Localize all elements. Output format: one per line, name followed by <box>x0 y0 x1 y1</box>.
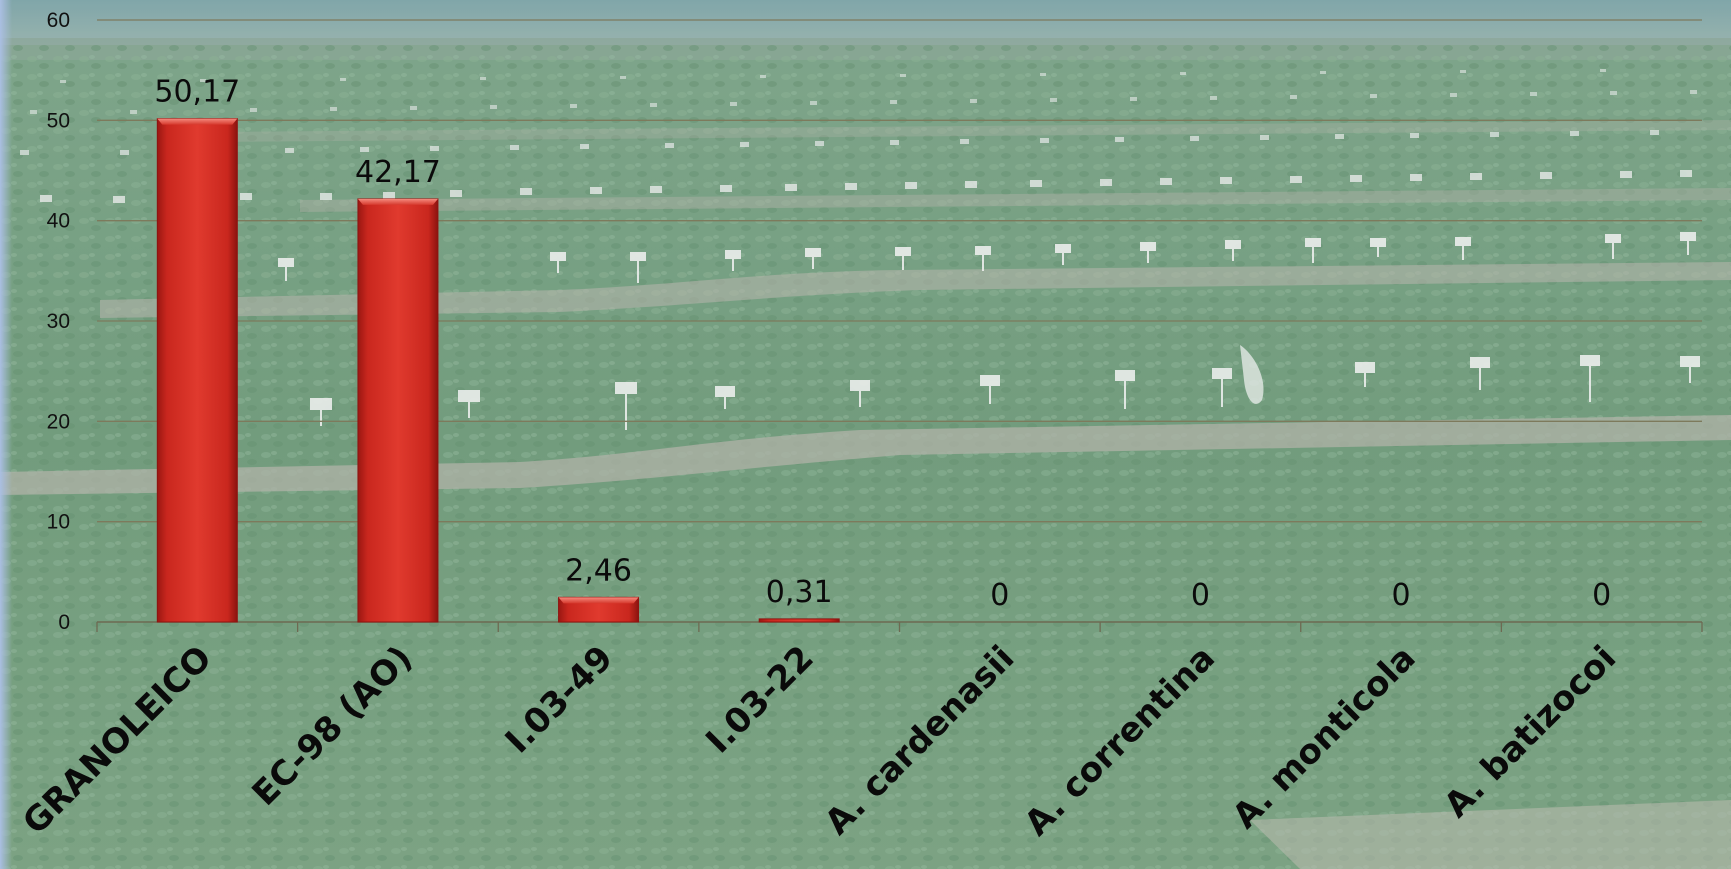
data-label: 2,46 <box>565 553 632 588</box>
x-axis <box>96 621 1703 632</box>
y-tick-label: 30 <box>47 310 70 333</box>
gridlines <box>97 19 1702 523</box>
data-label: 0 <box>990 578 1009 613</box>
category-label: GRANOLEICO <box>15 638 219 842</box>
data-label: 50,17 <box>154 75 240 110</box>
data-label: 0 <box>1191 578 1210 613</box>
data-labels: 50,17 42,17 2,46 0,31 0 0 0 0 <box>154 75 1611 613</box>
data-label: 42,17 <box>355 155 441 190</box>
y-tick-label: 20 <box>47 410 70 433</box>
bar-1 <box>357 198 439 623</box>
category-label: A. cardenasii <box>817 638 1022 843</box>
category-label: A. correntina <box>1017 638 1223 844</box>
data-label: 0 <box>1592 578 1611 613</box>
y-tick-label: 60 <box>47 9 70 32</box>
category-label: I.03-22 <box>698 638 821 761</box>
y-tick-label: 10 <box>47 511 70 534</box>
bar-0 <box>156 118 238 623</box>
category-labels: GRANOLEICO EC-98 (AO) I.03-49 I.03-22A. car… <box>15 638 1624 844</box>
y-axis-tick-labels: 0 10 20 30 40 50 60 <box>47 9 70 634</box>
bar-2 <box>558 596 640 623</box>
bars <box>156 118 840 623</box>
category-label: A. batizocoi <box>1437 638 1625 826</box>
category-label: EC-98 (AO) <box>245 638 421 814</box>
y-tick-label: 40 <box>47 210 70 233</box>
bar-3 <box>758 618 840 623</box>
y-tick-label: 0 <box>58 611 70 634</box>
category-label: I.03-49 <box>498 638 621 761</box>
data-label: 0 <box>1392 578 1411 613</box>
y-tick-label: 50 <box>47 109 70 132</box>
data-label: 0,31 <box>766 575 833 610</box>
category-label: A. monticola <box>1225 638 1423 836</box>
